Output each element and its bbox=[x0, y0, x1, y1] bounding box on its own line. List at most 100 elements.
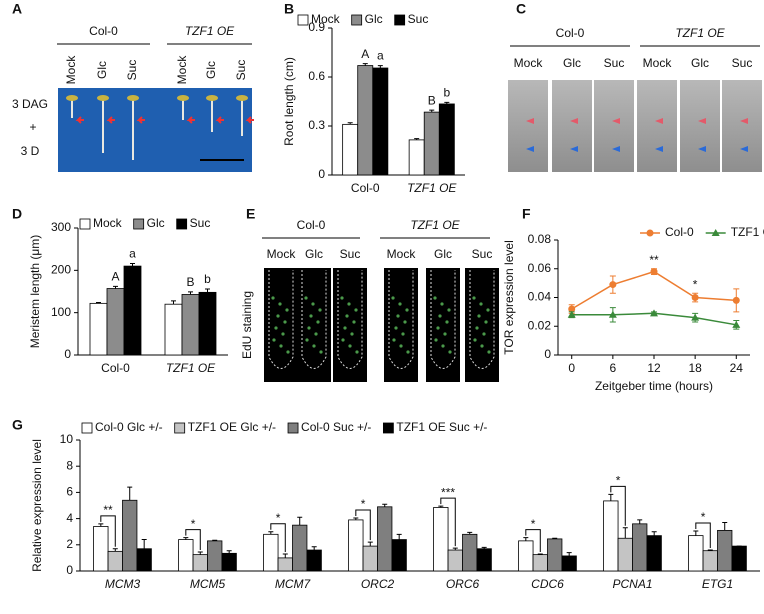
edu-signal bbox=[403, 320, 407, 324]
edu-signal bbox=[406, 350, 410, 354]
error-bar bbox=[537, 553, 543, 555]
significance-stars: * bbox=[616, 474, 621, 488]
error-bar bbox=[467, 531, 473, 535]
condition-label: Suc bbox=[472, 247, 493, 261]
edu-signal bbox=[433, 296, 437, 300]
root-outline bbox=[301, 270, 327, 369]
bar bbox=[462, 533, 478, 572]
x-tick-label: TZF1 OE bbox=[407, 181, 457, 195]
bar bbox=[106, 288, 125, 356]
micrograph bbox=[465, 268, 499, 382]
bar bbox=[348, 519, 364, 572]
bar bbox=[447, 549, 463, 572]
legend-label: Glc bbox=[147, 216, 165, 230]
blue-arrow bbox=[698, 146, 706, 152]
x-tick-label: TZF1 OE bbox=[166, 361, 216, 375]
edu-signal bbox=[443, 332, 447, 336]
y-tick-label: 0 bbox=[64, 347, 71, 361]
y-tick-label: 0 bbox=[544, 347, 551, 361]
side-label: + bbox=[29, 120, 36, 134]
legend-label: Suc bbox=[190, 216, 211, 230]
x-tick-label: MCM3 bbox=[105, 577, 141, 591]
edu-signal bbox=[309, 314, 313, 318]
condition-label: Glc bbox=[305, 247, 323, 261]
error-bar bbox=[382, 503, 388, 507]
bar bbox=[603, 500, 619, 572]
x-tick-label: ORC6 bbox=[446, 577, 480, 591]
bar bbox=[164, 303, 183, 356]
legend-label: Mock bbox=[311, 12, 341, 26]
edu-signal bbox=[486, 308, 490, 312]
edu-signal bbox=[354, 308, 358, 312]
significance-letter: b bbox=[443, 85, 450, 99]
significance-letter: a bbox=[129, 247, 136, 261]
marker bbox=[608, 310, 617, 318]
group-label: TZF1 OE bbox=[185, 24, 235, 38]
marker bbox=[567, 310, 576, 318]
marker bbox=[650, 268, 658, 276]
marker bbox=[732, 296, 740, 304]
bar bbox=[357, 65, 374, 176]
edu-signal bbox=[394, 326, 398, 330]
edu-signal bbox=[343, 326, 347, 330]
significance-bracket bbox=[355, 509, 371, 541]
bar bbox=[391, 539, 407, 572]
error-bar bbox=[268, 531, 274, 535]
bar bbox=[198, 291, 217, 356]
edu-signal bbox=[484, 320, 488, 324]
error-bar bbox=[481, 546, 487, 549]
significance-letter: A bbox=[361, 47, 369, 61]
condition-label: Mock bbox=[64, 55, 78, 85]
edu-signal bbox=[307, 326, 311, 330]
bar bbox=[702, 550, 718, 572]
group-label: Col-0 bbox=[89, 24, 118, 38]
legend-swatch bbox=[174, 422, 186, 434]
bar bbox=[263, 533, 279, 572]
edu-signal bbox=[281, 332, 285, 336]
micrograph bbox=[637, 80, 677, 172]
error-bar bbox=[693, 530, 699, 536]
edu-signal bbox=[355, 350, 359, 354]
legend-label: Suc bbox=[408, 12, 429, 26]
error-bar bbox=[197, 551, 203, 555]
root-outline bbox=[268, 270, 294, 369]
edu-signal bbox=[447, 308, 451, 312]
error-bar bbox=[367, 541, 373, 547]
micrograph bbox=[384, 268, 418, 382]
x-tick-label: Col-0 bbox=[351, 181, 380, 195]
micrograph bbox=[594, 80, 634, 172]
blue-arrow bbox=[612, 146, 620, 152]
legend-swatch bbox=[176, 218, 188, 230]
x-tick-label: Col-0 bbox=[101, 361, 130, 375]
edu-signal bbox=[479, 302, 483, 306]
bar bbox=[547, 538, 563, 572]
bar bbox=[136, 548, 152, 572]
y-axis-label: Meristem length (μm) bbox=[28, 235, 42, 349]
bar bbox=[372, 67, 389, 176]
significance-bracket bbox=[185, 529, 201, 551]
bar bbox=[342, 123, 359, 176]
y-tick-label: 0 bbox=[66, 563, 73, 577]
red-arrow bbox=[612, 118, 620, 124]
blue-arrow bbox=[655, 146, 663, 152]
significance-stars: *** bbox=[441, 485, 455, 499]
error-bar bbox=[96, 302, 101, 304]
y-tick-label: 0.02 bbox=[528, 318, 552, 332]
error-bar bbox=[707, 549, 713, 551]
bar bbox=[632, 523, 648, 572]
marker bbox=[568, 305, 576, 313]
x-tick-label: PCNA1 bbox=[612, 577, 652, 591]
error-bar bbox=[566, 552, 572, 556]
error-bar bbox=[452, 547, 458, 551]
panel-label: B bbox=[284, 1, 294, 17]
edu-signal bbox=[472, 296, 476, 300]
edu-signal bbox=[405, 308, 409, 312]
edu-signal bbox=[448, 350, 452, 354]
significance-stars: ** bbox=[103, 503, 113, 517]
condition-label: Mock bbox=[175, 55, 189, 85]
edu-signal bbox=[285, 308, 289, 312]
significance-stars: * bbox=[701, 510, 706, 524]
y-axis-label: Relative expression level bbox=[30, 439, 44, 572]
x-tick-label: 24 bbox=[730, 361, 744, 375]
error-bar bbox=[212, 539, 218, 541]
